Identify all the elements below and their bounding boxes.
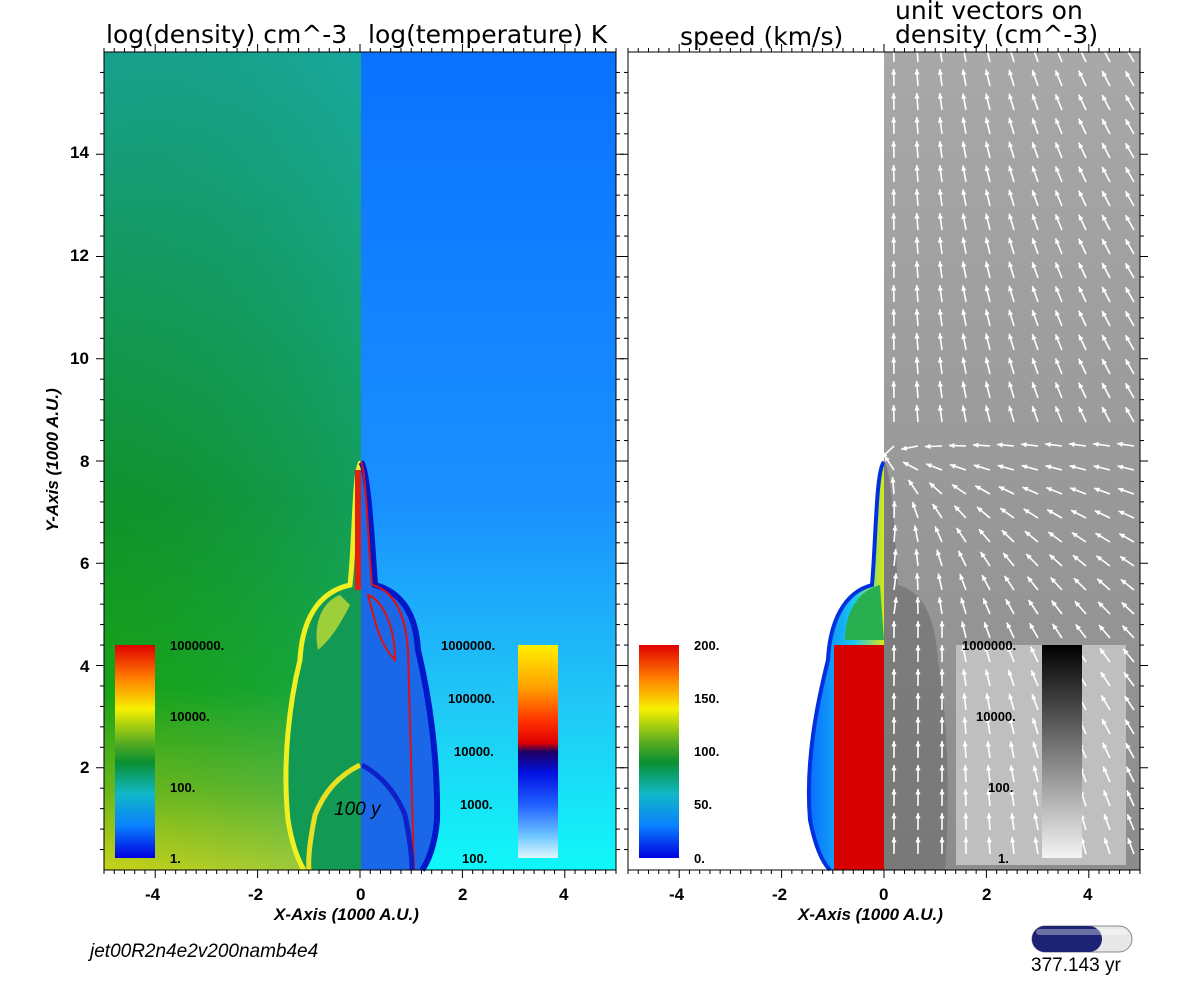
x-tick-right-2: 2 xyxy=(982,885,991,905)
temp-cb-label-1e3: 1000. xyxy=(460,797,493,812)
age-annotation: 100 y xyxy=(334,799,380,821)
density-cb-label-1e2: 100. xyxy=(170,780,195,795)
gray-cb-label-1e2: 100. xyxy=(988,780,1013,795)
y-tick-2: 2 xyxy=(80,758,89,778)
speed-cb-label-0: 0. xyxy=(694,851,705,866)
speed-cb-label-50: 50. xyxy=(694,797,712,812)
speed-jet-core xyxy=(834,645,884,870)
gray-density-colorbar xyxy=(1042,645,1082,858)
gray-cb-label-1e4: 10000. xyxy=(976,709,1016,724)
y-tick-14: 14 xyxy=(70,143,89,163)
x-tick-left-m2: -2 xyxy=(248,885,263,905)
y-tick-8: 8 xyxy=(80,452,89,472)
time-progress-highlight xyxy=(1036,929,1128,935)
gray-cb-label-1: 1. xyxy=(998,851,1009,866)
x-tick-right-m4: -4 xyxy=(669,885,684,905)
y-tick-4: 4 xyxy=(80,657,89,677)
density-cb-label-1: 1. xyxy=(170,851,181,866)
y-tick-10: 10 xyxy=(70,349,89,369)
x-tick-right-0: 0 xyxy=(879,885,888,905)
x-tick-right-4: 4 xyxy=(1083,885,1092,905)
x-tick-left-0: 0 xyxy=(356,885,365,905)
speed-colorbar xyxy=(639,645,679,858)
left-panel xyxy=(104,52,616,870)
x-tick-left-2: 2 xyxy=(458,885,467,905)
density-cb-label-1e6: 1000000. xyxy=(170,638,224,653)
x-tick-right-m2: -2 xyxy=(772,885,787,905)
speed-cb-label-100: 100. xyxy=(694,744,719,759)
density-colorbar xyxy=(115,645,155,858)
x-axis-label-right: X-Axis (1000 A.U.) xyxy=(798,905,943,925)
x-axis-label-left: X-Axis (1000 A.U.) xyxy=(274,905,419,925)
simulation-caption: jet00R2n4e2v200namb4e4 xyxy=(90,941,318,963)
gray-cb-label-1e6: 1000000. xyxy=(962,638,1016,653)
density-jet-beam xyxy=(355,470,361,590)
temp-cb-label-1e6: 1000000. xyxy=(441,638,495,653)
x-tick-left-m4: -4 xyxy=(145,885,160,905)
x-tick-left-4: 4 xyxy=(559,885,568,905)
vector-title-line2: density (cm^-3) xyxy=(895,20,1098,49)
vector-inner-region xyxy=(956,645,1126,865)
density-title: log(density) cm^-3 xyxy=(106,20,347,49)
y-tick-12: 12 xyxy=(70,246,89,266)
time-progress-bar xyxy=(1032,926,1132,952)
temperature-title: log(temperature) K xyxy=(368,20,607,49)
speed-cb-label-150: 150. xyxy=(694,691,719,706)
temp-cb-label-1e4: 10000. xyxy=(454,744,494,759)
y-tick-6: 6 xyxy=(80,554,89,574)
speed-title: speed (km/s) xyxy=(680,22,843,51)
temp-cb-label-1e5: 100000. xyxy=(448,691,495,706)
temperature-colorbar xyxy=(518,645,558,858)
speed-cb-label-200: 200. xyxy=(694,638,719,653)
density-cb-label-1e4: 10000. xyxy=(170,709,210,724)
time-label: 377.143 yr xyxy=(1031,955,1121,977)
y-axis-label: Y-Axis (1000 A.U.) xyxy=(43,375,63,545)
temp-cb-label-1e2: 100. xyxy=(462,851,487,866)
